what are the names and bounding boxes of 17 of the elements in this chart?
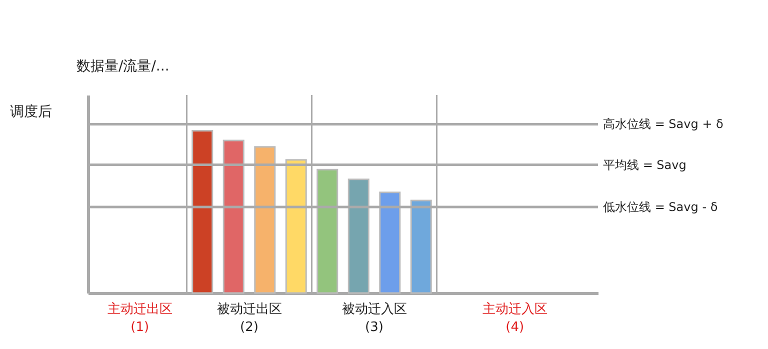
ref-line-label: 平均线 = Savg [603,158,686,172]
ref-line-label: 高水位线 = Savg + δ [603,117,724,132]
bar [410,200,432,294]
bar [379,192,401,294]
bar [348,178,370,294]
text: 调度后 [10,104,52,120]
ref-line-label: 低水位线 = Savg - δ [603,200,718,214]
y-axis-title: 数据量/流量/... [76,58,170,74]
bar [316,168,338,294]
bar [222,140,244,294]
text: 被动迁出区 (2) [216,302,282,335]
bar [192,130,214,294]
text: 被动迁入区 (3) [342,302,407,335]
text: 主动迁出区 (1) [107,301,172,335]
text: 主动迁入区 (4) [482,301,548,335]
bar [285,159,307,294]
bar [254,146,276,294]
